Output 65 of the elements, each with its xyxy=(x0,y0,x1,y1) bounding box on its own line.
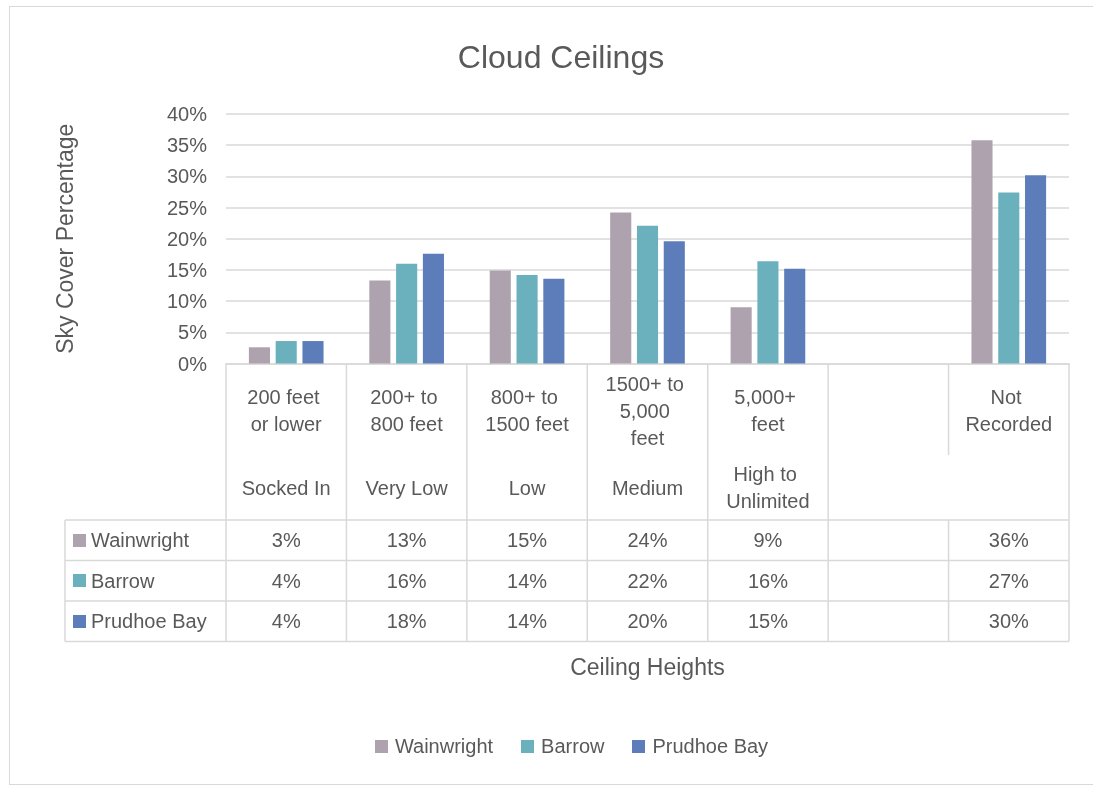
bar xyxy=(730,307,752,364)
bar xyxy=(971,140,993,364)
data-label: 4% xyxy=(271,569,301,592)
text: Low xyxy=(508,476,546,499)
text: High to Unlimited xyxy=(726,463,810,512)
bar xyxy=(369,280,391,364)
x-tick-label: Not Recorded xyxy=(965,386,1053,435)
data-label: 22% xyxy=(627,569,668,592)
data-label: 16% xyxy=(747,569,789,592)
bar xyxy=(1025,175,1047,364)
y-tick-label: 40% xyxy=(166,103,208,125)
data-label: 15% xyxy=(507,529,548,552)
bar xyxy=(757,261,779,364)
data-label: 3% xyxy=(271,529,301,552)
y-axis-title: Sky Cover Percentage xyxy=(51,123,78,354)
data-label: 36% xyxy=(988,529,1030,552)
data-label: 16% xyxy=(386,569,427,592)
y-tick-label: 30% xyxy=(166,165,208,188)
y-tick-label: 5% xyxy=(178,321,208,344)
data-label: 14% xyxy=(507,569,548,592)
bar xyxy=(248,347,270,364)
text: Barrow xyxy=(541,735,605,757)
y-tick-label: 25% xyxy=(166,196,208,219)
data-label: 14% xyxy=(507,610,548,633)
bar xyxy=(302,341,324,364)
legend-label: Prudhoe Bay xyxy=(91,610,207,633)
bar xyxy=(396,263,418,364)
data-label: 30% xyxy=(988,610,1030,633)
x-tick-label: 200+ to 800 feet xyxy=(370,386,444,435)
bar xyxy=(663,241,685,364)
y-tick-label: 10% xyxy=(166,290,208,313)
data-label: 13% xyxy=(386,529,427,552)
bar xyxy=(998,192,1020,364)
text: Prudhoe Bay xyxy=(652,735,769,757)
data-label: 4% xyxy=(271,610,301,633)
text: Very Low xyxy=(365,476,449,499)
text: Ceiling Heights xyxy=(570,654,725,680)
x-tick-label: 1500+ to 5,000 feet xyxy=(605,372,690,449)
bar xyxy=(610,212,632,364)
y-tick-label: 0% xyxy=(178,352,208,375)
bar xyxy=(516,274,538,364)
legend-label: Wainwright xyxy=(91,529,190,552)
x-tick-label: 5,000+ feet xyxy=(734,386,802,435)
x-tick-label: 200 feet or lower xyxy=(247,386,326,435)
chart-title: Cloud Ceilings xyxy=(457,39,665,75)
data-label: 24% xyxy=(627,529,668,552)
text: Socked In xyxy=(241,476,331,499)
bar xyxy=(543,278,565,364)
bar xyxy=(489,270,511,364)
legend-label: Barrow xyxy=(91,569,155,592)
x-tick-label: 800+ to 1500 feet xyxy=(485,386,570,435)
text: Medium xyxy=(611,476,684,499)
data-label: 20% xyxy=(627,610,668,633)
bar xyxy=(422,253,444,364)
text: Wainwright xyxy=(394,735,494,757)
y-tick-label: 35% xyxy=(166,134,208,157)
data-label: 9% xyxy=(753,529,783,552)
data-label: 27% xyxy=(988,569,1030,592)
y-tick-label: 20% xyxy=(166,227,208,250)
bar xyxy=(636,225,659,364)
y-tick-label: 15% xyxy=(166,258,208,281)
bar xyxy=(275,341,297,364)
data-label: 18% xyxy=(386,610,427,633)
data-label: 15% xyxy=(747,610,789,633)
bar xyxy=(784,268,806,364)
